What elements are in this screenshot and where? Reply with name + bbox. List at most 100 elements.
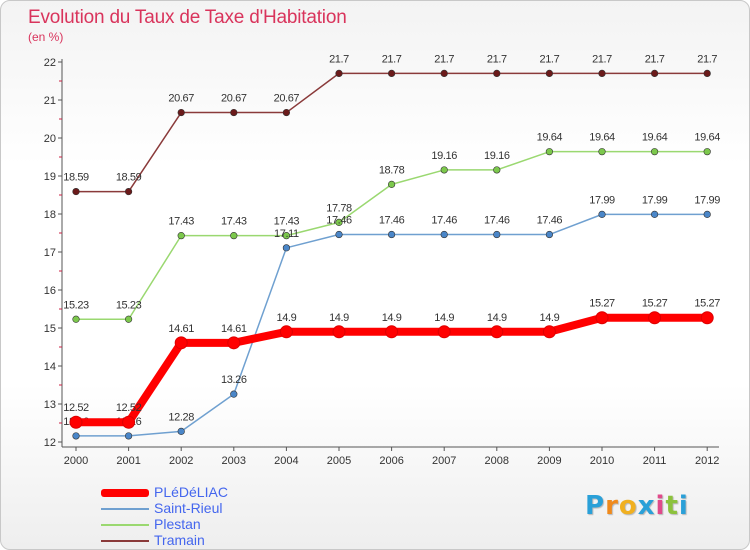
logo-letter: o: [618, 491, 638, 521]
data-label: 17.46: [537, 215, 563, 227]
data-point: [650, 210, 659, 218]
data-label: 12.52: [63, 402, 89, 414]
logo-letter: x: [637, 491, 656, 521]
data-label: 14.61: [168, 323, 194, 335]
data-label: 20.67: [168, 93, 194, 105]
legend-swatch: [101, 524, 149, 526]
data-point: [174, 336, 188, 350]
legend-label: PLéDéLIAC: [154, 484, 228, 500]
legend-swatch: [101, 508, 149, 510]
data-point: [700, 311, 714, 325]
data-label: 21.7: [329, 53, 349, 65]
data-label: 20.67: [221, 93, 247, 105]
data-point: [124, 432, 133, 440]
data-label: 21.7: [697, 53, 717, 65]
data-label: 21.7: [592, 53, 612, 65]
legend-item: PLéDéLIAC: [101, 484, 341, 501]
data-point: [177, 427, 185, 435]
data-point: [437, 325, 451, 339]
chart-title: Evolution du Taux de Taxe d'Habitation: [28, 7, 347, 28]
data-point: [230, 232, 238, 240]
data-label: 17.46: [431, 215, 457, 227]
data-label: 17.43: [221, 216, 247, 228]
data-point: [703, 148, 711, 156]
data-label: 21.7: [382, 53, 402, 65]
data-point: [69, 415, 83, 429]
data-label: 21.7: [539, 53, 559, 65]
data-point: [177, 232, 185, 240]
data-point: [72, 315, 80, 323]
data-point: [545, 230, 554, 239]
data-label: 15.27: [589, 298, 615, 310]
data-point: [703, 210, 711, 218]
chart-subtitle: (en %): [28, 30, 64, 44]
data-label: 17.99: [694, 194, 720, 206]
data-label: 18.59: [116, 172, 142, 184]
legend-swatch: [101, 489, 149, 497]
data-point: [388, 230, 396, 239]
x-tick-label: 2003: [222, 455, 246, 467]
data-label: 14.9: [276, 312, 296, 324]
data-point: [598, 210, 606, 218]
data-label: 13.26: [221, 374, 247, 386]
data-point: [230, 108, 238, 117]
data-point: [650, 148, 659, 156]
data-label: 17.43: [168, 216, 194, 228]
y-tick-label: 17: [44, 247, 56, 259]
data-label: 21.7: [645, 53, 665, 65]
data-label: 18.78: [379, 164, 405, 176]
data-label: 12.52: [116, 402, 142, 414]
data-point: [388, 180, 396, 188]
data-label: 20.67: [274, 93, 300, 105]
legend-label: Saint-Rieul: [154, 500, 223, 516]
data-point: [648, 311, 662, 325]
data-point: [227, 336, 241, 350]
legend-item: Saint-Rieul: [101, 500, 341, 517]
data-point: [598, 69, 606, 77]
logo-letter: t: [665, 491, 679, 521]
x-tick-label: 2000: [64, 455, 88, 467]
chart-legend: PLéDéLIAC Saint-Rieul Plestan Tramain: [101, 484, 341, 549]
data-point: [703, 69, 711, 77]
data-point: [124, 187, 133, 196]
data-point: [72, 187, 80, 196]
data-point: [279, 325, 293, 339]
data-point: [490, 325, 504, 339]
data-label: 19.16: [431, 150, 457, 162]
proxiti-logo: Proxiti: [585, 491, 689, 521]
data-point: [440, 166, 448, 174]
data-label: 14.9: [382, 312, 402, 324]
logo-letter: P: [585, 491, 606, 521]
data-point: [282, 108, 291, 117]
legend-item: Tramain: [101, 532, 341, 549]
data-point: [545, 148, 554, 156]
data-point: [335, 230, 343, 239]
data-point: [493, 230, 501, 239]
x-tick-label: 2011: [643, 455, 667, 467]
data-label: 17.99: [589, 194, 615, 206]
y-tick-label: 21: [44, 95, 56, 107]
x-tick-label: 2005: [327, 455, 351, 467]
data-point: [230, 390, 238, 398]
legend-swatch: [101, 540, 149, 542]
data-label: 14.9: [487, 312, 507, 324]
data-point: [493, 166, 501, 174]
x-tick-label: 2007: [432, 455, 456, 467]
logo-letter: i: [678, 491, 689, 521]
data-label: 17.11: [274, 228, 299, 240]
legend-label: Tramain: [154, 532, 205, 548]
data-label: 17.46: [484, 215, 510, 227]
data-label: 14.61: [221, 323, 247, 335]
data-label: 17.46: [379, 215, 405, 227]
data-label: 17.43: [274, 216, 300, 228]
data-label: 15.23: [63, 299, 89, 311]
data-point: [595, 311, 609, 325]
x-tick-label: 2012: [695, 455, 719, 467]
x-tick-label: 2010: [590, 455, 614, 467]
data-point: [282, 244, 291, 252]
legend-label: Plestan: [154, 516, 201, 532]
data-point: [385, 325, 399, 339]
y-tick-label: 22: [44, 57, 56, 69]
logo-letter: r: [605, 491, 619, 521]
